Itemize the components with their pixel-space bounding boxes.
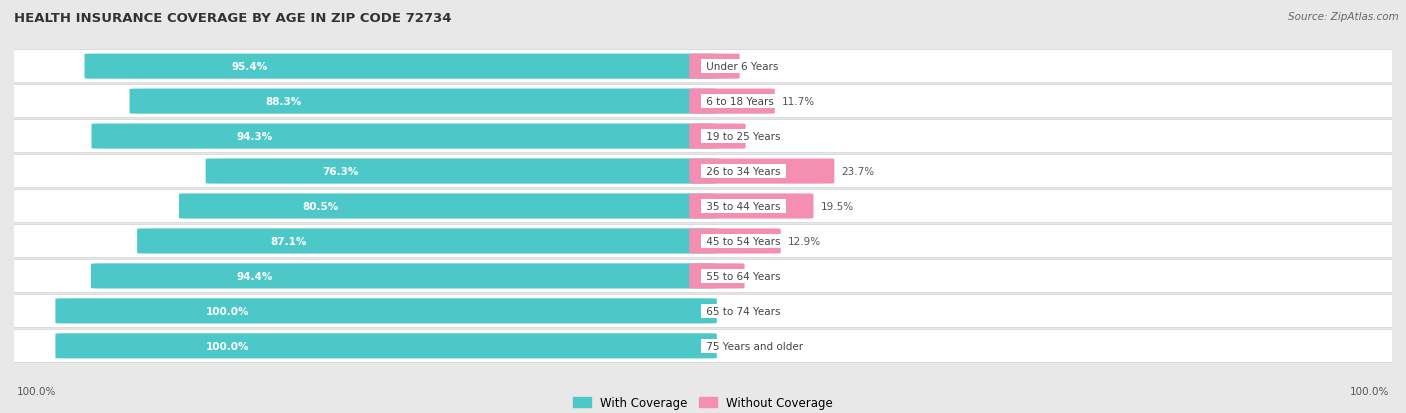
FancyBboxPatch shape [0, 295, 1406, 328]
Text: Under 6 Years: Under 6 Years [703, 62, 782, 72]
Text: 19 to 25 Years: 19 to 25 Years [703, 132, 783, 142]
Text: 94.3%: 94.3% [236, 132, 273, 142]
FancyBboxPatch shape [689, 263, 745, 289]
Text: 55 to 64 Years: 55 to 64 Years [703, 271, 783, 281]
Text: 100.0%: 100.0% [205, 341, 249, 351]
Text: 65 to 74 Years: 65 to 74 Years [703, 306, 783, 316]
Text: 94.4%: 94.4% [236, 271, 273, 281]
FancyBboxPatch shape [55, 299, 717, 324]
FancyBboxPatch shape [0, 120, 1406, 153]
Text: 5.8%: 5.8% [752, 132, 779, 142]
FancyBboxPatch shape [0, 51, 1406, 83]
Text: 4.6%: 4.6% [747, 62, 773, 72]
Legend: With Coverage, Without Coverage: With Coverage, Without Coverage [568, 392, 838, 413]
FancyBboxPatch shape [179, 194, 717, 219]
Text: 0.0%: 0.0% [724, 341, 749, 351]
FancyBboxPatch shape [138, 229, 717, 254]
FancyBboxPatch shape [129, 89, 717, 114]
FancyBboxPatch shape [689, 89, 775, 114]
Text: 76.3%: 76.3% [322, 166, 359, 177]
FancyBboxPatch shape [205, 159, 717, 184]
FancyBboxPatch shape [91, 263, 717, 289]
FancyBboxPatch shape [0, 330, 1406, 362]
Text: Source: ZipAtlas.com: Source: ZipAtlas.com [1288, 12, 1399, 22]
FancyBboxPatch shape [84, 55, 717, 80]
FancyBboxPatch shape [0, 260, 1406, 293]
FancyBboxPatch shape [689, 124, 745, 150]
FancyBboxPatch shape [0, 190, 1406, 223]
Text: 6 to 18 Years: 6 to 18 Years [703, 97, 778, 107]
Text: 80.5%: 80.5% [302, 202, 339, 211]
Text: 35 to 44 Years: 35 to 44 Years [703, 202, 783, 211]
Text: 100.0%: 100.0% [17, 387, 56, 396]
Text: HEALTH INSURANCE COVERAGE BY AGE IN ZIP CODE 72734: HEALTH INSURANCE COVERAGE BY AGE IN ZIP … [14, 12, 451, 25]
FancyBboxPatch shape [0, 155, 1406, 188]
Text: 95.4%: 95.4% [232, 62, 267, 72]
Text: 23.7%: 23.7% [841, 166, 875, 177]
Text: 19.5%: 19.5% [820, 202, 853, 211]
FancyBboxPatch shape [0, 85, 1406, 118]
FancyBboxPatch shape [91, 124, 717, 150]
Text: 26 to 34 Years: 26 to 34 Years [703, 166, 783, 177]
FancyBboxPatch shape [689, 159, 834, 184]
FancyBboxPatch shape [689, 194, 814, 219]
Text: 88.3%: 88.3% [266, 97, 301, 107]
Text: 0.0%: 0.0% [724, 306, 749, 316]
FancyBboxPatch shape [689, 55, 740, 80]
FancyBboxPatch shape [55, 333, 717, 358]
Text: 100.0%: 100.0% [1350, 387, 1389, 396]
FancyBboxPatch shape [0, 225, 1406, 258]
Text: 5.6%: 5.6% [751, 271, 778, 281]
Text: 75 Years and older: 75 Years and older [703, 341, 807, 351]
Text: 12.9%: 12.9% [787, 236, 821, 247]
Text: 45 to 54 Years: 45 to 54 Years [703, 236, 783, 247]
FancyBboxPatch shape [689, 229, 780, 254]
Text: 87.1%: 87.1% [271, 236, 307, 247]
Text: 100.0%: 100.0% [205, 306, 249, 316]
Text: 11.7%: 11.7% [782, 97, 815, 107]
